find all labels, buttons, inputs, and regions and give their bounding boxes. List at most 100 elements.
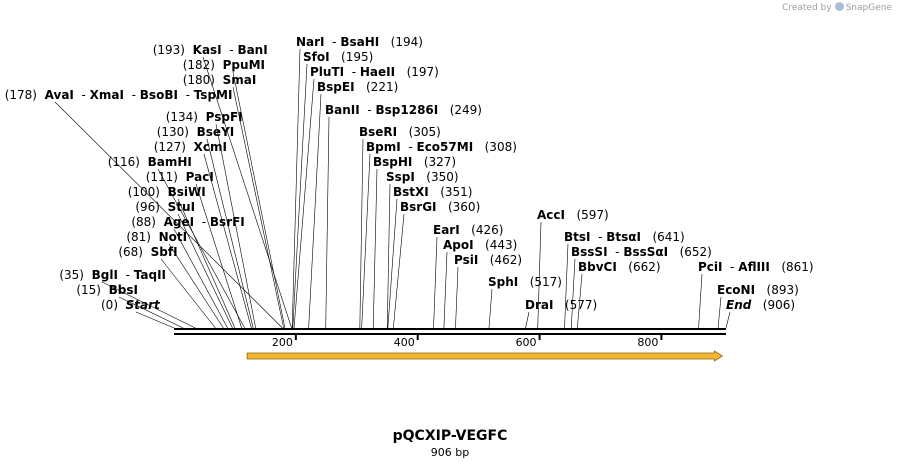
axis-tick-label: 600 <box>516 336 537 349</box>
site-leader-line <box>157 168 245 329</box>
site-label[interactable]: (130) BseYI <box>157 125 235 139</box>
site-leader-line <box>168 243 224 329</box>
site-label[interactable]: (88) AgeI - BsrFI <box>131 215 244 229</box>
axis-tick-label: 800 <box>637 336 658 349</box>
site-label[interactable]: (127) XcmI <box>154 140 227 154</box>
enzyme-name: TaqII <box>134 268 166 282</box>
site-leader-line <box>101 281 196 329</box>
enzyme-name: BpmI <box>366 140 401 154</box>
site-label[interactable]: PsiI (462) <box>454 253 522 267</box>
site-label[interactable]: BtsI - BtsαI (641) <box>564 230 685 244</box>
site-label[interactable]: (111) PacI <box>146 170 214 184</box>
site-position: (308) <box>485 140 517 154</box>
site-label[interactable]: SfoI (195) <box>303 50 373 64</box>
site-leader-line <box>577 273 583 329</box>
axis-ticks: 200 400 600 800 <box>272 334 663 349</box>
site-position: (88) <box>131 215 156 229</box>
enzyme-name: BsoBI <box>140 88 178 102</box>
enzyme-name: BstXI <box>393 185 429 199</box>
enzyme-name: AccI <box>537 208 565 222</box>
site-label[interactable]: (35) BglI - TaqII <box>59 268 166 282</box>
site-label[interactable]: (100) BsiWI <box>128 185 206 199</box>
site-position: (195) <box>341 50 373 64</box>
site-position: (100) <box>128 185 160 199</box>
site-position: (180) <box>183 73 215 87</box>
site-leader-line <box>135 311 175 329</box>
site-position: (906) <box>763 298 795 312</box>
orf-feature-arrow[interactable] <box>246 350 724 362</box>
site-label[interactable]: BsrGI (360) <box>400 200 480 214</box>
site-label[interactable]: EarI (426) <box>433 223 503 237</box>
enzyme-name: Eco57MI <box>417 140 474 154</box>
site-label[interactable]: NarI - BsaHI (194) <box>296 35 423 49</box>
enzyme-name: BsiWI <box>168 185 206 199</box>
site-label[interactable]: BanII - Bsp1286I (249) <box>325 103 482 117</box>
enzyme-name: BglI <box>92 268 118 282</box>
site-label[interactable]: (0) Start <box>101 298 161 312</box>
site-label[interactable]: SphI (517) <box>488 275 562 289</box>
site-leader-line <box>537 221 542 329</box>
site-position: (893) <box>767 283 799 297</box>
enzyme-name: PsiI <box>454 253 478 267</box>
site-label[interactable]: End (906) <box>726 298 795 312</box>
site-leader-line <box>717 296 722 329</box>
site-position: (351) <box>440 185 472 199</box>
site-leader-line <box>291 48 301 329</box>
site-leader-line <box>570 258 576 329</box>
site-label[interactable]: (15) BbsI <box>76 283 138 297</box>
site-label[interactable]: AccI (597) <box>537 208 609 222</box>
orf-arrow-shape[interactable] <box>246 350 724 362</box>
site-leader-line <box>215 123 256 329</box>
site-position: (597) <box>576 208 608 222</box>
site-label[interactable]: BssSI - BssSαI (652) <box>571 245 712 259</box>
site-position: (111) <box>146 170 178 184</box>
site-position: (193) <box>153 43 185 57</box>
enzyme-name: KasI <box>193 43 222 57</box>
site-label[interactable]: BbvCI (662) <box>578 260 661 274</box>
site-leader-line <box>325 116 330 329</box>
enzyme-name: BseYI <box>197 125 235 139</box>
axis-tick-label: 200 <box>272 336 293 349</box>
site-label[interactable]: SspI (350) <box>386 170 459 184</box>
site-leader-line <box>203 153 252 329</box>
enzyme-name: AgeI <box>164 215 194 229</box>
site-label[interactable]: BseRI (305) <box>359 125 441 139</box>
site-label[interactable]: DraI (577) <box>525 298 597 312</box>
site-leader-line <box>160 258 216 329</box>
site-label[interactable]: (182) PpuMI <box>183 58 265 72</box>
site-label[interactable]: ApoI (443) <box>443 238 517 252</box>
site-leader-line <box>54 101 283 329</box>
enzyme-name: StuI <box>168 200 195 214</box>
enzyme-name: NarI <box>296 35 325 49</box>
site-label[interactable]: PluTI - HaeII (197) <box>310 65 439 79</box>
site-position: (81) <box>126 230 151 244</box>
site-label[interactable]: (116) BamHI <box>108 155 192 169</box>
site-label[interactable]: (68) SbfI <box>118 245 177 259</box>
site-position: (116) <box>108 155 140 169</box>
site-position: (426) <box>471 223 503 237</box>
site-position: (360) <box>448 200 480 214</box>
site-label[interactable]: (180) SmaI <box>183 73 257 87</box>
site-label[interactable]: (178) AvaI - XmaI - BsoBI - TspMI <box>5 88 233 102</box>
site-label[interactable]: BspEI (221) <box>317 80 398 94</box>
enzyme-name: Bsp1286I <box>376 103 439 117</box>
site-position: (35) <box>59 268 84 282</box>
enzyme-name: BsrFI <box>210 215 245 229</box>
enzyme-name: PpuMI <box>223 58 265 72</box>
site-position: (221) <box>366 80 398 94</box>
enzyme-name: DraI <box>525 298 553 312</box>
site-leader-line <box>195 183 242 329</box>
site-label[interactable]: EcoNI (893) <box>717 283 799 297</box>
site-label[interactable]: PciI - AflIII (861) <box>698 260 814 274</box>
site-label[interactable]: (193) KasI - BanI <box>153 43 268 57</box>
site-label[interactable]: (134) PspFI <box>166 110 243 124</box>
site-label[interactable]: BstXI (351) <box>393 185 472 199</box>
enzyme-name: PspFI <box>206 110 243 124</box>
site-leader-line <box>177 198 236 329</box>
site-label[interactable]: (81) NotI <box>126 230 187 244</box>
site-label[interactable]: (96) StuI <box>135 200 195 214</box>
site-label[interactable]: BpmI - Eco57MI (308) <box>366 140 517 154</box>
site-position: (194) <box>391 35 423 49</box>
site-label[interactable]: BspHI (327) <box>373 155 456 169</box>
site-position: (305) <box>409 125 441 139</box>
